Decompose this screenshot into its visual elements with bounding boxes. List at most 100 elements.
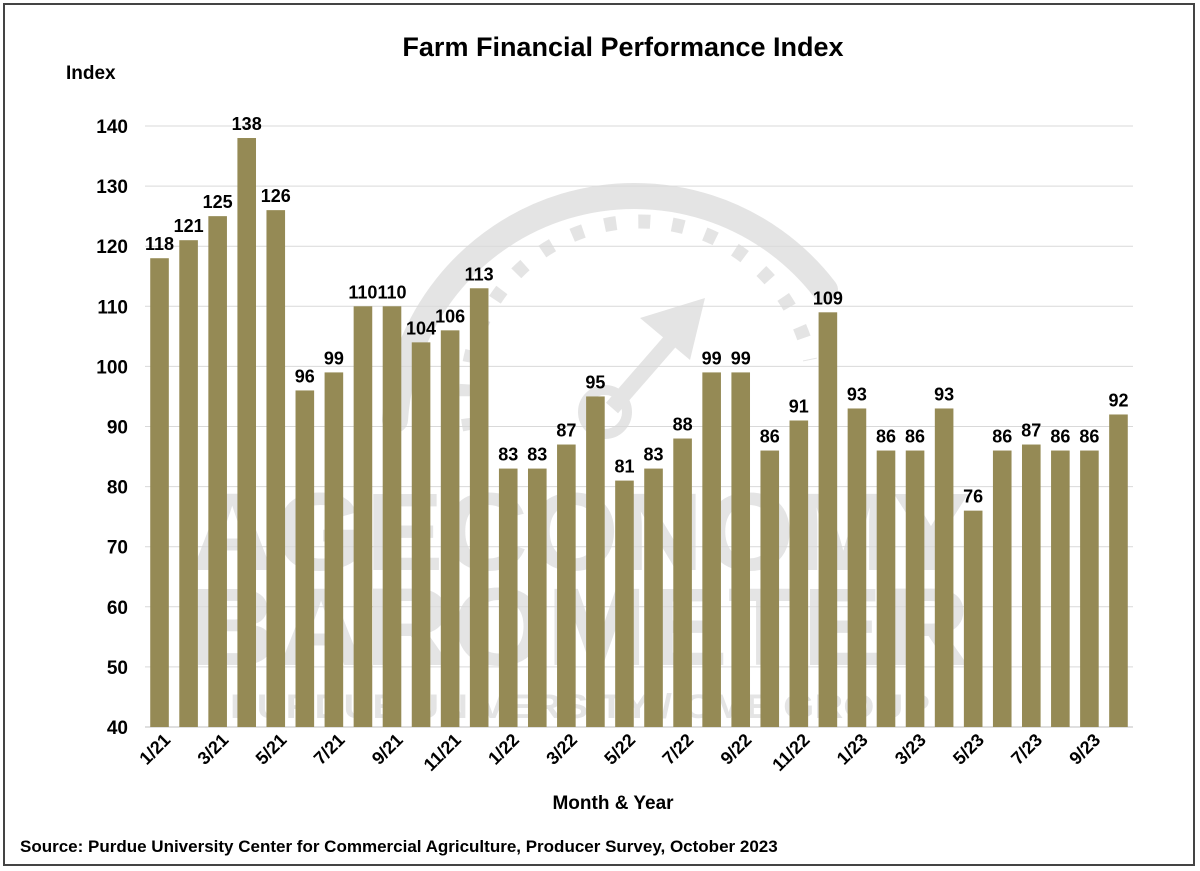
bar <box>440 330 460 727</box>
data-label: 83 <box>644 445 664 465</box>
x-tick-label: 5/22 <box>600 730 639 769</box>
data-label: 118 <box>145 234 174 254</box>
bar <box>150 258 169 727</box>
data-label: 88 <box>673 415 693 435</box>
bar <box>847 408 867 727</box>
bar <box>353 306 373 727</box>
x-tick-label: 11/22 <box>768 730 813 775</box>
bar <box>905 450 925 727</box>
bar <box>934 408 954 727</box>
y-tick-label: 60 <box>107 598 128 619</box>
bar <box>731 372 751 727</box>
bar <box>963 510 983 727</box>
y-tick-label: 40 <box>107 718 128 739</box>
data-label: 93 <box>934 384 954 404</box>
bar <box>702 372 721 727</box>
data-label: 92 <box>1108 390 1128 410</box>
x-axis-label: Month & Year <box>552 793 674 814</box>
bar <box>1080 450 1099 727</box>
data-label: 87 <box>1021 421 1041 441</box>
data-label: 86 <box>1050 427 1070 447</box>
data-label: 99 <box>324 348 344 368</box>
bar <box>876 450 896 727</box>
data-label: 87 <box>556 421 576 441</box>
bar <box>1051 450 1070 727</box>
bars <box>150 138 1128 727</box>
x-tick-label: 7/22 <box>658 730 697 769</box>
bar <box>324 372 344 727</box>
x-tick-label: 9/22 <box>717 730 756 769</box>
data-label: 81 <box>614 457 634 477</box>
data-label: 121 <box>174 216 204 236</box>
data-label: 113 <box>465 264 494 284</box>
data-label: 95 <box>585 372 605 392</box>
x-tick-label: 3/21 <box>194 730 233 769</box>
data-label: 125 <box>203 192 233 212</box>
watermark-line-3: PURDUE UNIVERSITY / CME GROUP <box>230 688 930 726</box>
y-tick-label: 50 <box>107 658 128 679</box>
y-tick-label: 100 <box>96 357 128 378</box>
data-label: 106 <box>435 306 465 326</box>
data-label: 86 <box>992 427 1012 447</box>
data-label: 96 <box>295 366 315 386</box>
data-label: 86 <box>876 427 896 447</box>
data-label: 110 <box>348 282 377 302</box>
bar <box>992 450 1012 727</box>
data-label: 126 <box>261 186 291 206</box>
bar <box>673 438 692 727</box>
bar <box>557 444 576 727</box>
data-label: 93 <box>847 384 867 404</box>
y-axis-label: Index <box>66 63 116 84</box>
data-label: 76 <box>963 487 983 507</box>
data-label: 99 <box>702 348 722 368</box>
bar <box>498 468 518 727</box>
bar <box>179 240 198 727</box>
bar <box>469 288 489 727</box>
bar <box>527 468 547 727</box>
bar <box>382 306 402 727</box>
bar <box>760 450 780 727</box>
y-tick-label: 70 <box>107 538 128 559</box>
data-label: 109 <box>813 288 843 308</box>
gauge-arrow-icon <box>382 182 838 439</box>
bar <box>295 390 315 727</box>
y-tick-label: 80 <box>107 478 128 499</box>
data-label: 110 <box>377 282 406 302</box>
y-axis-ticks: 40 50 60 70 80 90 100 110 120 130 140 <box>96 117 128 739</box>
x-tick-label: 5/23 <box>949 730 988 769</box>
bar <box>586 396 605 727</box>
data-label: 91 <box>789 396 809 416</box>
bar <box>818 312 838 727</box>
x-axis-ticks: 1/21 3/21 5/21 7/21 9/21 11/21 1/22 3/22 5/22 7/2… <box>135 730 1104 775</box>
data-label: 83 <box>498 445 518 465</box>
x-tick-label: 1/21 <box>135 730 174 769</box>
source-note: Source: Purdue University Center for Com… <box>20 837 778 856</box>
x-tick-label: 11/21 <box>420 730 465 775</box>
bar <box>208 216 227 727</box>
bar <box>411 342 431 727</box>
watermark: AGECONOMY BAROMETER PURDUE UNIVERSITY / … <box>190 182 970 726</box>
x-tick-label: 7/21 <box>310 730 349 769</box>
y-tick-label: 140 <box>96 117 128 138</box>
bar <box>615 480 634 727</box>
chart-title: Farm Financial Performance Index <box>402 32 844 62</box>
bar <box>1021 444 1041 727</box>
x-tick-label: 1/23 <box>833 730 872 769</box>
watermark-line-1: AGECONOMY <box>190 471 970 594</box>
bar <box>789 420 809 727</box>
x-tick-label: 5/21 <box>252 730 291 769</box>
x-tick-label: 9/23 <box>1065 730 1104 769</box>
data-label: 86 <box>1079 427 1099 447</box>
data-label: 86 <box>760 427 780 447</box>
data-label: 104 <box>406 318 436 338</box>
y-tick-label: 130 <box>96 177 128 198</box>
x-tick-label: 3/23 <box>891 730 930 769</box>
x-tick-label: 7/23 <box>1007 730 1046 769</box>
x-tick-label: 1/22 <box>484 730 523 769</box>
data-label: 83 <box>527 445 547 465</box>
bar <box>237 138 257 727</box>
bar <box>1109 414 1128 727</box>
y-tick-label: 120 <box>96 237 128 258</box>
